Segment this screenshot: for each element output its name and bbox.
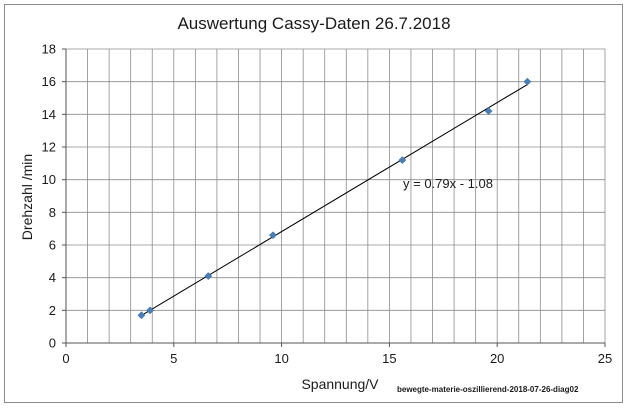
x-tick-label: 15 [382,351,396,366]
chart-title: Auswertung Cassy-Daten 26.7.2018 [177,14,450,33]
data-point [137,311,146,320]
x-tick-label: 0 [62,351,69,366]
y-tick-label: 8 [49,205,56,220]
y-axis-label: Drehzahl /min [19,154,35,240]
x-tick-label: 10 [274,351,288,366]
data-points [137,77,532,320]
data-point [523,77,532,86]
y-tick-label: 12 [42,140,56,155]
trendline [141,84,528,316]
x-tick-label: 20 [490,351,504,366]
y-tick-label: 4 [49,270,56,285]
data-point [204,272,213,280]
data-point [146,306,155,315]
trendline-equation: y = 0.79x - 1.08 [403,176,493,191]
y-tick-label: 6 [49,238,56,253]
data-point [398,156,407,165]
x-tick-label: 5 [170,351,177,366]
grid [65,48,606,344]
y-tick-label: 16 [42,74,56,89]
y-tick-label: 14 [42,107,56,122]
y-tick-label: 10 [42,172,56,187]
chart-frame: 0 5 10 15 20 25 0 2 4 6 8 10 12 14 16 18 Auswertung Cas… [4,4,623,403]
x-axis-label: Spannung/V [301,376,379,392]
y-tick-label: 0 [49,336,56,351]
tick-labels: 0 5 10 15 20 25 0 2 4 6 8 10 12 14 16 18 [42,42,613,367]
scatter-chart: 0 5 10 15 20 25 0 2 4 6 8 10 12 14 16 18 Auswertung Cas… [19,14,613,394]
source-label: bewegte-materie-oszillierend-2018-07-26-… [397,385,579,394]
y-tick-label: 2 [49,303,56,318]
data-point [269,231,277,240]
x-tick-label: 25 [598,351,612,366]
trendline-group [141,84,528,316]
y-tick-label: 18 [42,42,56,57]
data-point [484,107,493,116]
